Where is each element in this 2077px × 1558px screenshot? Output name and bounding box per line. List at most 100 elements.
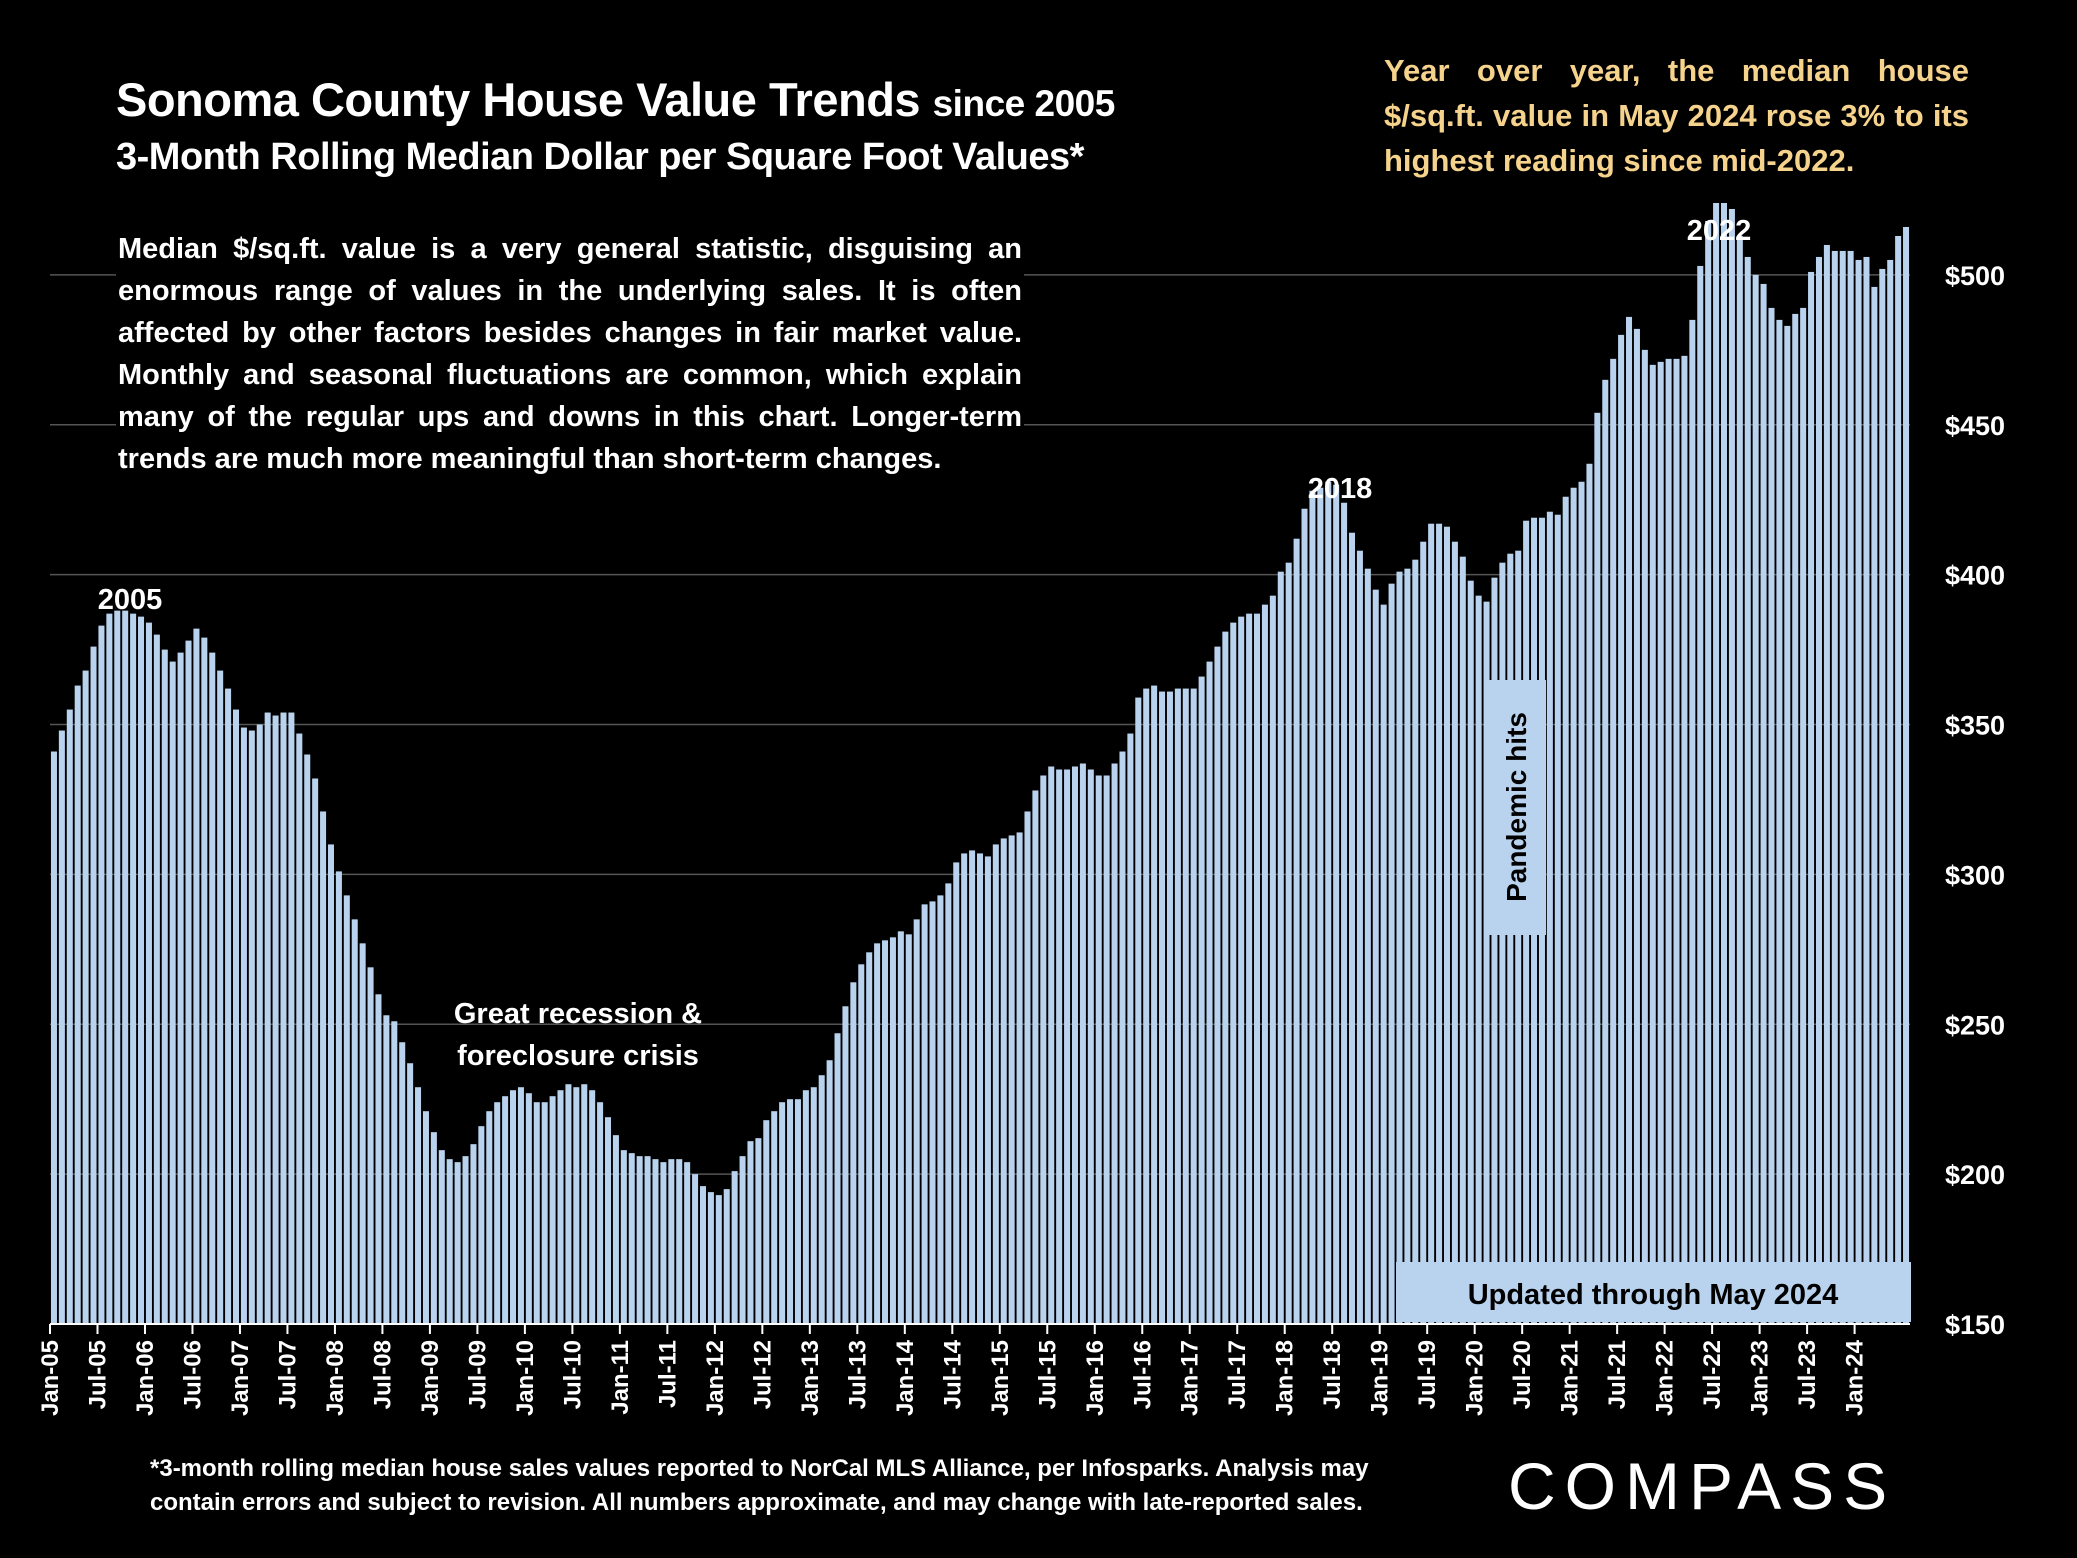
bar — [1483, 601, 1490, 1324]
bar — [185, 640, 192, 1324]
x-tick-label: Jan-12 — [702, 1340, 729, 1416]
x-tick-label: Jul-15 — [1034, 1340, 1061, 1409]
bar — [438, 1150, 445, 1324]
bar — [541, 1102, 548, 1324]
x-tick-label: Jan-10 — [512, 1340, 539, 1416]
bar — [1903, 226, 1910, 1325]
bar — [1815, 256, 1822, 1325]
bar — [810, 1087, 817, 1324]
bar — [1095, 775, 1102, 1324]
x-tick-label: Jul-13 — [844, 1340, 871, 1409]
x-tick-label: Jan-22 — [1652, 1340, 1679, 1416]
bar — [1887, 259, 1894, 1325]
bar — [1720, 203, 1728, 1324]
bar — [1705, 220, 1712, 1325]
chart-subtitle: 3-Month Rolling Median Dollar per Square… — [116, 136, 1084, 178]
bar — [1071, 766, 1078, 1324]
bar — [874, 943, 881, 1324]
footnote: *3-month rolling median house sales valu… — [150, 1455, 1369, 1516]
bar — [1412, 559, 1419, 1324]
bar — [1364, 568, 1371, 1324]
bar — [1475, 595, 1482, 1324]
bar — [335, 871, 342, 1324]
bar — [723, 1189, 730, 1324]
bar — [209, 652, 216, 1324]
x-tick-label: Jul-22 — [1699, 1340, 1726, 1409]
bar — [502, 1096, 509, 1324]
x-tick-label: Jan-21 — [1557, 1340, 1584, 1416]
bar — [359, 943, 366, 1324]
x-tick-label: Jul-11 — [654, 1340, 681, 1408]
bar — [1507, 553, 1514, 1324]
bar — [1356, 550, 1363, 1324]
bar — [422, 1111, 429, 1324]
bar — [1673, 358, 1680, 1324]
bar — [264, 712, 271, 1324]
bar — [225, 688, 232, 1324]
y-axis-ticks: $150 $200 $250 $300 $350 $400 $450 $500 — [1945, 261, 2005, 1340]
bar — [1079, 763, 1086, 1324]
bar — [1372, 589, 1379, 1324]
bar — [644, 1156, 651, 1324]
bar — [557, 1090, 564, 1324]
x-tick-label: Jul-18 — [1319, 1340, 1346, 1409]
bar — [240, 727, 247, 1324]
bar — [1008, 835, 1015, 1324]
bar — [620, 1150, 627, 1324]
bar — [193, 628, 200, 1324]
bar — [1317, 487, 1324, 1324]
bar — [296, 733, 303, 1324]
x-tick-label: Jul-19 — [1414, 1340, 1441, 1409]
x-tick-label: Jul-07 — [274, 1340, 301, 1409]
bar — [676, 1159, 683, 1324]
bar — [1744, 256, 1751, 1325]
title-since: since 2005 — [932, 83, 1116, 124]
bar — [699, 1186, 706, 1324]
bar — [858, 964, 865, 1324]
bar — [1024, 811, 1031, 1324]
x-tick-label: Jan-15 — [987, 1340, 1014, 1416]
bar — [1348, 532, 1356, 1324]
bar — [1610, 358, 1617, 1324]
bar — [1380, 604, 1387, 1324]
bar — [1760, 283, 1767, 1325]
bar — [1127, 733, 1134, 1324]
bar — [1768, 307, 1775, 1324]
bar — [1459, 556, 1466, 1324]
x-tick-label: Jan-07 — [227, 1340, 254, 1416]
bar — [652, 1159, 659, 1324]
x-tick-label: Jul-06 — [179, 1340, 206, 1409]
annotation-updated: Updated through May 2024 — [1468, 1279, 1839, 1311]
bar — [486, 1111, 493, 1324]
x-tick-label: Jan-20 — [1462, 1340, 1489, 1416]
x-tick-label: Jul-12 — [749, 1340, 776, 1409]
bar — [517, 1087, 524, 1324]
explanatory-note: Median $/sq.ft. value is a very general … — [116, 228, 1024, 480]
x-tick-label: Jan-17 — [1177, 1340, 1204, 1416]
bar — [407, 1063, 414, 1324]
bar — [1728, 208, 1735, 1325]
bar — [771, 1111, 778, 1324]
bar — [913, 919, 920, 1324]
bar — [98, 625, 105, 1324]
bar — [834, 1033, 841, 1324]
bar — [383, 1015, 390, 1324]
bar — [1261, 604, 1268, 1324]
bar — [304, 754, 311, 1324]
x-tick-label: Jul-23 — [1794, 1340, 1821, 1409]
bar — [779, 1102, 786, 1324]
y-tick-label: $300 — [1945, 860, 2005, 890]
bar — [850, 982, 857, 1324]
bar — [248, 730, 255, 1324]
bar — [984, 856, 991, 1324]
bar — [106, 613, 113, 1324]
bar — [660, 1162, 667, 1324]
bar — [1681, 355, 1688, 1324]
bar — [1499, 562, 1506, 1324]
annotation-2022: 2022 — [1687, 215, 1752, 247]
callout-text: Year over year, the median house $/sq.ft… — [1384, 53, 1969, 178]
bar — [1626, 316, 1633, 1324]
bar — [628, 1153, 635, 1324]
bar — [961, 853, 968, 1324]
y-tick-label: $150 — [1945, 1310, 2005, 1340]
